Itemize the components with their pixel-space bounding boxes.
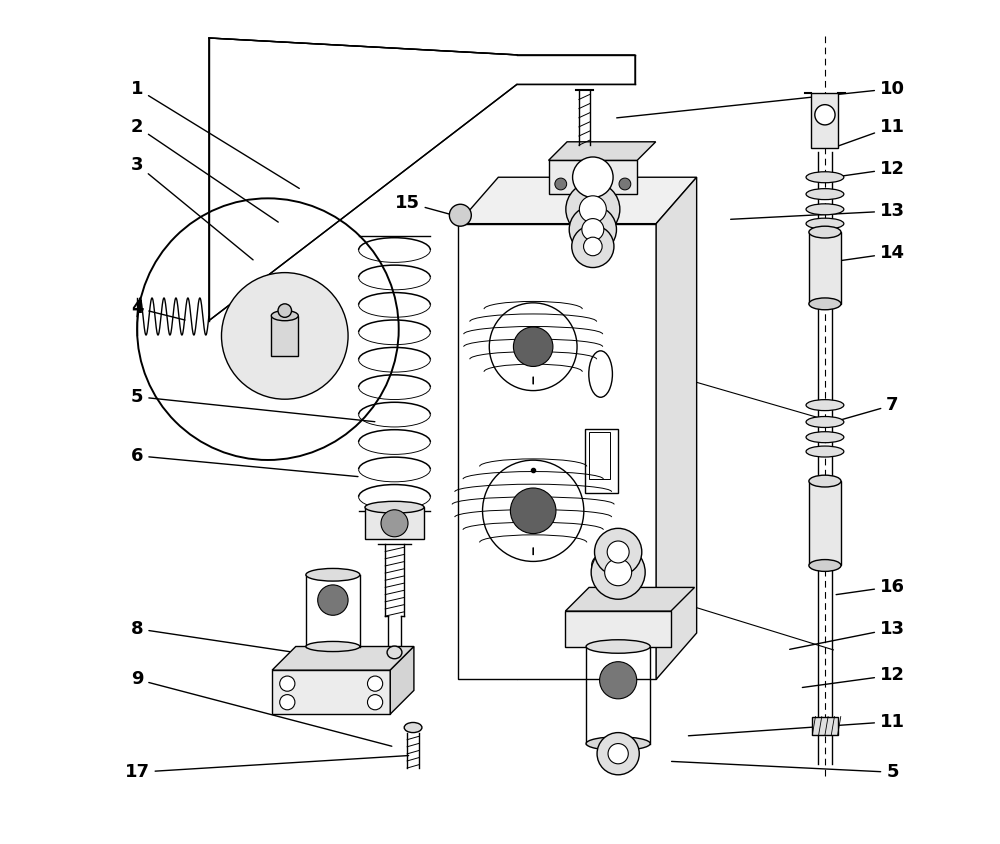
Circle shape	[367, 695, 383, 710]
Circle shape	[449, 204, 471, 226]
Circle shape	[582, 219, 604, 241]
Ellipse shape	[586, 640, 650, 653]
Circle shape	[510, 488, 556, 533]
Ellipse shape	[806, 400, 844, 411]
Ellipse shape	[387, 647, 402, 658]
Text: 5: 5	[131, 387, 375, 422]
Text: 10: 10	[617, 79, 905, 118]
Bar	[811, 93, 838, 148]
Ellipse shape	[806, 446, 844, 457]
Ellipse shape	[806, 219, 844, 230]
Text: 2: 2	[131, 117, 278, 222]
Text: 12: 12	[802, 666, 905, 688]
Bar	[549, 160, 637, 194]
Circle shape	[569, 206, 616, 253]
Circle shape	[597, 733, 639, 775]
Circle shape	[278, 304, 292, 317]
Bar	[272, 670, 390, 714]
Text: 13: 13	[731, 202, 905, 220]
Circle shape	[367, 676, 383, 691]
Ellipse shape	[809, 226, 841, 238]
Text: 13: 13	[790, 619, 905, 649]
Circle shape	[318, 585, 348, 615]
Circle shape	[280, 695, 295, 710]
Circle shape	[600, 662, 637, 699]
Ellipse shape	[271, 311, 298, 321]
Circle shape	[555, 178, 567, 190]
Bar	[458, 224, 656, 679]
Text: 5: 5	[672, 761, 899, 782]
Circle shape	[573, 157, 613, 197]
Ellipse shape	[806, 203, 844, 215]
Ellipse shape	[806, 172, 844, 182]
Circle shape	[595, 528, 642, 576]
Circle shape	[221, 273, 348, 399]
Ellipse shape	[809, 560, 841, 571]
Ellipse shape	[306, 569, 360, 581]
Text: 1: 1	[131, 79, 299, 188]
Ellipse shape	[365, 501, 424, 513]
Ellipse shape	[806, 188, 844, 200]
Circle shape	[815, 105, 835, 125]
Polygon shape	[458, 177, 697, 224]
Text: 14: 14	[836, 244, 905, 262]
Circle shape	[579, 196, 606, 223]
Bar	[809, 481, 841, 565]
Circle shape	[566, 182, 620, 236]
Polygon shape	[565, 587, 695, 611]
Circle shape	[381, 510, 408, 537]
Circle shape	[605, 559, 632, 586]
Ellipse shape	[809, 298, 841, 310]
Circle shape	[608, 744, 628, 764]
Polygon shape	[209, 38, 635, 321]
Polygon shape	[272, 647, 414, 670]
Text: 3: 3	[131, 155, 253, 260]
Circle shape	[607, 541, 629, 563]
Text: 11: 11	[836, 117, 905, 147]
Ellipse shape	[306, 641, 360, 652]
Bar	[271, 316, 298, 356]
Bar	[812, 717, 838, 735]
Text: 16: 16	[836, 577, 905, 596]
Polygon shape	[549, 142, 656, 160]
Ellipse shape	[806, 417, 844, 428]
Bar	[365, 507, 424, 539]
Circle shape	[513, 327, 553, 366]
Text: 11: 11	[688, 712, 905, 736]
Text: 8: 8	[131, 619, 303, 654]
Text: 12: 12	[836, 160, 905, 178]
Polygon shape	[390, 647, 414, 714]
Text: 9: 9	[131, 670, 392, 746]
Circle shape	[619, 178, 631, 190]
Bar	[565, 611, 671, 647]
Bar	[585, 430, 618, 493]
Text: 7: 7	[836, 396, 899, 421]
Circle shape	[280, 676, 295, 691]
Circle shape	[591, 545, 645, 599]
Text: 15: 15	[395, 193, 451, 214]
Ellipse shape	[586, 737, 650, 750]
Bar	[809, 232, 841, 304]
Circle shape	[572, 225, 614, 268]
Text: 6: 6	[131, 446, 358, 477]
Ellipse shape	[404, 722, 422, 733]
Circle shape	[584, 237, 602, 256]
Ellipse shape	[806, 432, 844, 443]
Text: 4: 4	[131, 299, 185, 320]
Polygon shape	[656, 177, 697, 679]
Bar	[589, 432, 610, 479]
Text: 17: 17	[125, 755, 409, 782]
Ellipse shape	[809, 475, 841, 487]
